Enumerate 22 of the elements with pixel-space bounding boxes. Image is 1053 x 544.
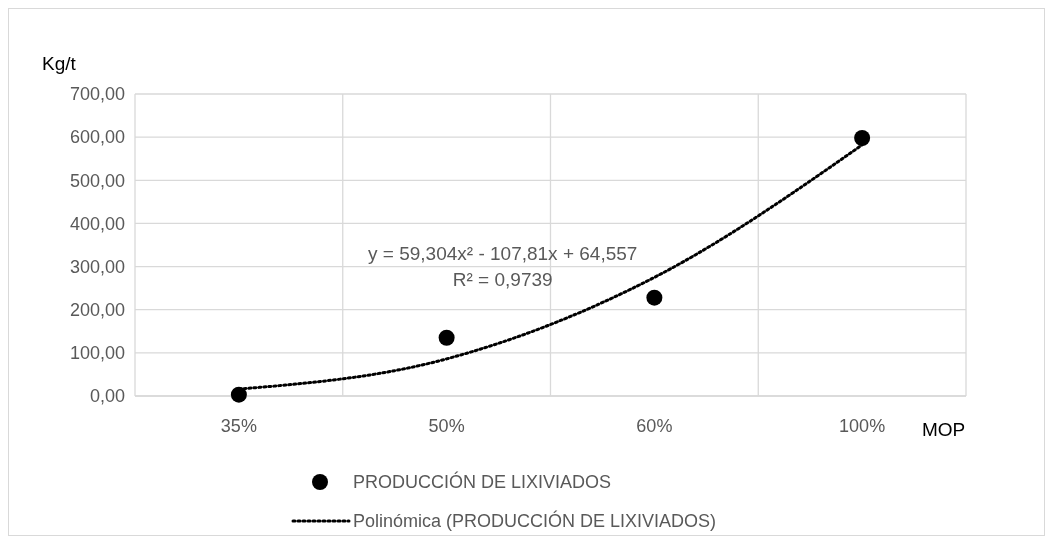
point [230,386,247,403]
y-tick-label: 300,00 [69,256,125,277]
point [646,289,663,306]
x-tick-label: 35% [220,416,257,436]
legend-label: PRODUCCIÓN DE LIXIVIADOS [353,471,612,493]
x-axis-title: MOP [922,419,966,440]
legend-label: Polinómica (PRODUCCIÓN DE LIXIVIADOS) [353,510,717,532]
y-tick-label: 100,00 [69,343,125,364]
y-tick-label: 200,00 [69,300,125,321]
x-tick-label: 50% [428,416,465,436]
x-tick-label: 100% [839,416,886,436]
y-axis-title: Kg/t [42,53,77,74]
x-tick-label: 60% [636,416,673,436]
point [854,130,871,147]
y-tick-label: 700,00 [69,84,125,105]
y-tick-label: 500,00 [69,170,125,191]
annotation: y = 59,304x² - 107,81x + 64,557 [368,243,638,265]
point [438,329,455,346]
y-tick-label: 400,00 [69,213,125,234]
annotation: R² = 0,9739 [452,269,553,291]
y-tick-label: 0,00 [89,386,125,407]
y-tick-label: 600,00 [69,127,125,148]
